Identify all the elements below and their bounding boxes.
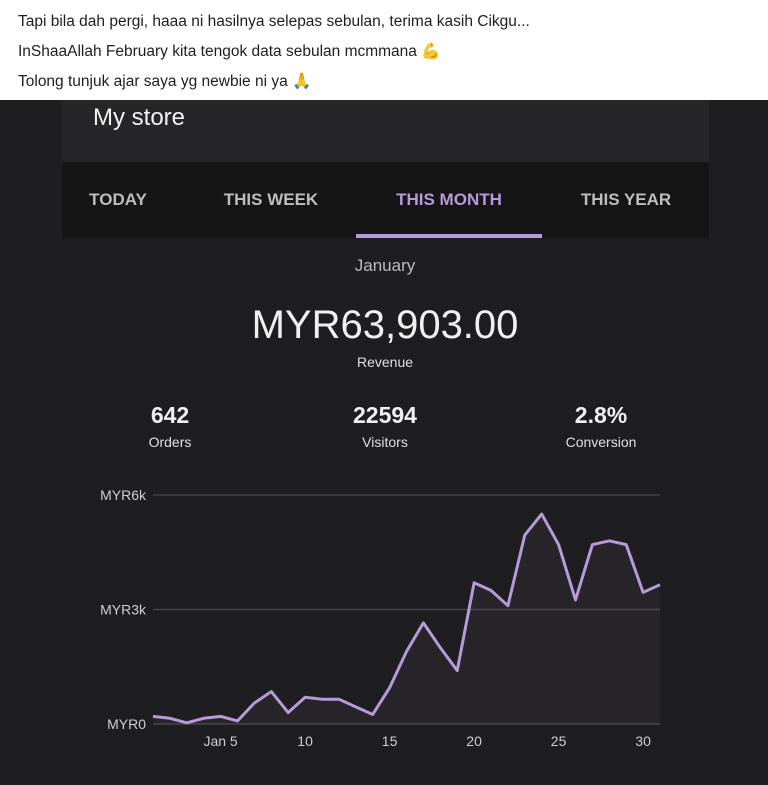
x-tick-label: 20: [466, 733, 482, 749]
conversion-label: Conversion: [565, 434, 637, 450]
revenue-chart: MYR0 MYR3k MYR6k Jan 5 10 15 20 25 30: [100, 487, 661, 749]
y-tick-label: MYR0: [107, 716, 146, 732]
visitors-label: Visitors: [362, 434, 408, 450]
y-tick-label: MYR3k: [100, 602, 147, 618]
period-tabs: TODAY THIS WEEK THIS MONTH THIS YEAR: [62, 162, 709, 238]
x-tick-label: 15: [382, 733, 398, 749]
post-line: InShaaAllah February kita tengok data se…: [18, 43, 441, 60]
orders-label: Orders: [148, 434, 192, 450]
tab-this-year[interactable]: THIS YEAR: [580, 190, 672, 209]
store-header: My store: [62, 100, 709, 162]
y-tick-label: MYR6k: [100, 487, 147, 503]
area-fill: [153, 514, 660, 724]
tab-today[interactable]: TODAY: [89, 190, 147, 209]
revenue-label: Revenue: [356, 354, 414, 370]
post-line: Tapi bila dah pergi, haaa ni hasilnya se…: [18, 13, 530, 30]
x-tick-label: 10: [297, 733, 313, 749]
revenue-value: MYR63,903.00: [251, 303, 519, 347]
period-label: January: [354, 256, 416, 275]
conversion-value: 2.8%: [574, 402, 628, 428]
tab-this-week[interactable]: THIS WEEK: [223, 190, 319, 209]
visitors-value: 22594: [353, 402, 417, 428]
orders-value: 642: [150, 402, 190, 428]
x-tick-label: 30: [635, 733, 651, 749]
tab-this-month[interactable]: THIS MONTH: [356, 162, 542, 238]
post-line: Tolong tunjuk ajar saya yg newbie ni ya …: [18, 73, 312, 90]
store-title: My store: [93, 104, 186, 131]
post-text: Tapi bila dah pergi, haaa ni hasilnya se…: [0, 0, 768, 100]
x-tick-label: 25: [551, 733, 567, 749]
x-tick-label: Jan 5: [203, 733, 237, 749]
